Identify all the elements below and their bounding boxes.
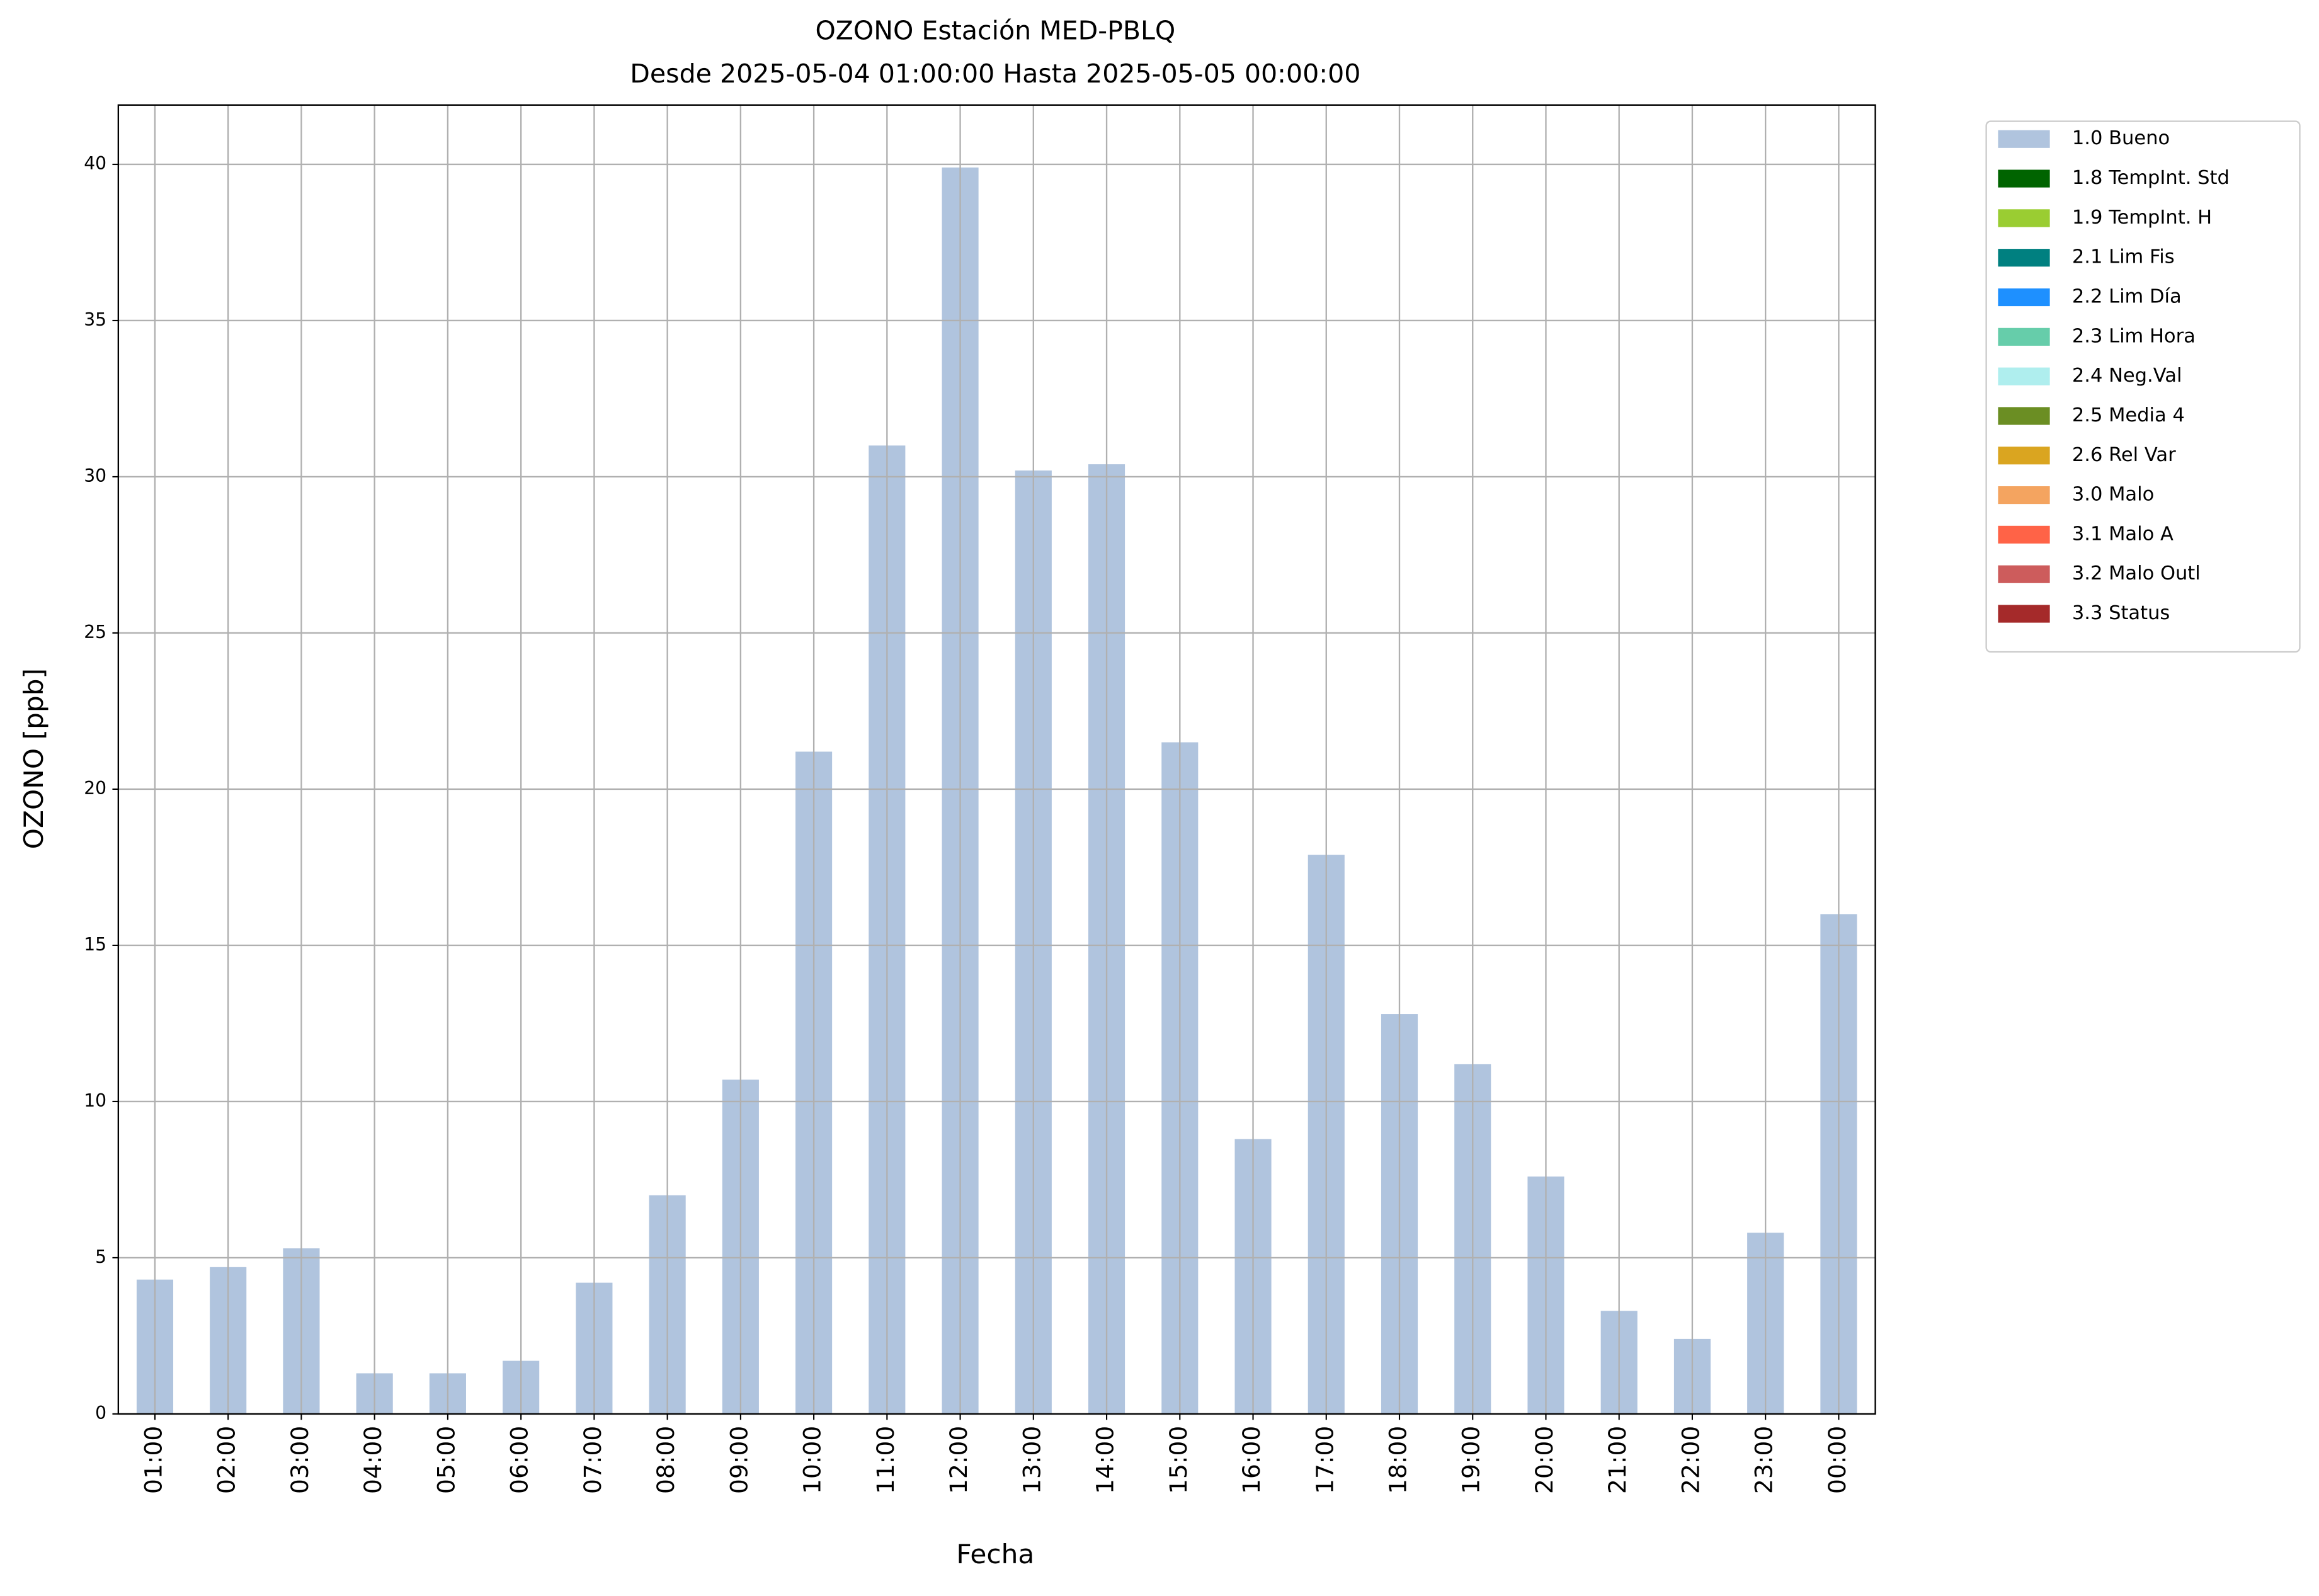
legend-swatch xyxy=(1998,367,2050,385)
legend-swatch xyxy=(1998,407,2050,425)
legend-label: 2.3 Lim Hora xyxy=(2072,325,2196,347)
x-tick-label: 04:00 xyxy=(359,1426,387,1494)
x-tick-label: 07:00 xyxy=(579,1426,607,1494)
x-tick-label: 00:00 xyxy=(1823,1426,1851,1494)
y-axis-label: OZONO [ppb] xyxy=(18,668,49,849)
legend-swatch xyxy=(1998,169,2050,188)
x-tick-label: 15:00 xyxy=(1165,1426,1192,1494)
legend-label: 3.0 Malo xyxy=(2072,484,2154,506)
legend-label: 3.1 Malo A xyxy=(2072,523,2174,545)
legend-label: 1.0 Bueno xyxy=(2072,127,2170,149)
legend-label: 1.8 TempInt. Std xyxy=(2072,167,2230,189)
x-tick-label: 02:00 xyxy=(213,1426,241,1494)
y-tick-label: 0 xyxy=(95,1403,106,1423)
legend-label: 3.3 Status xyxy=(2072,602,2170,624)
legend-label: 1.9 TempInt. H xyxy=(2072,207,2212,229)
legend-label: 2.2 Lim Día xyxy=(2072,286,2182,308)
legend-swatch xyxy=(1998,288,2050,307)
y-tick-label: 15 xyxy=(84,934,106,955)
legend-swatch xyxy=(1998,486,2050,504)
y-tick-label: 5 xyxy=(95,1246,106,1267)
x-tick-label: 05:00 xyxy=(432,1426,460,1494)
legend-swatch xyxy=(1998,130,2050,148)
x-tick-label: 13:00 xyxy=(1018,1426,1046,1494)
legend-swatch xyxy=(1998,565,2050,583)
x-tick-label: 19:00 xyxy=(1457,1426,1485,1494)
legend-label: 2.4 Neg.Val xyxy=(2072,365,2182,387)
legend-swatch xyxy=(1998,447,2050,465)
legend-swatch xyxy=(1998,605,2050,623)
x-tick-label: 18:00 xyxy=(1384,1426,1411,1494)
legend-label: 3.2 Malo Outl xyxy=(2072,562,2201,584)
x-axis-label: Fecha xyxy=(956,1539,1034,1570)
y-tick-label: 35 xyxy=(84,309,106,330)
y-tick-label: 25 xyxy=(84,622,106,642)
y-tick-label: 30 xyxy=(84,465,106,486)
x-tick-label: 03:00 xyxy=(286,1426,314,1494)
legend-box xyxy=(1985,120,2301,653)
y-tick-label: 40 xyxy=(84,153,106,174)
y-tick-label: 10 xyxy=(84,1090,106,1111)
legend-label: 2.1 Lim Fis xyxy=(2072,246,2175,268)
x-tick-label: 23:00 xyxy=(1750,1426,1778,1494)
x-tick-label: 06:00 xyxy=(506,1426,533,1494)
legend-swatch xyxy=(1998,209,2050,227)
x-tick-label: 20:00 xyxy=(1530,1426,1558,1494)
legend-label: 2.6 Rel Var xyxy=(2072,444,2176,466)
x-tick-label: 16:00 xyxy=(1238,1426,1265,1494)
plot-frame xyxy=(117,104,1876,1415)
x-tick-label: 01:00 xyxy=(139,1426,167,1494)
legend-swatch xyxy=(1998,328,2050,346)
legend-swatch xyxy=(1998,249,2050,267)
chart-title: OZONO Estación MED-PBLQ xyxy=(815,16,1175,46)
y-tick-label: 20 xyxy=(84,778,106,799)
x-tick-label: 12:00 xyxy=(945,1426,972,1494)
x-tick-label: 22:00 xyxy=(1677,1426,1704,1494)
x-tick-label: 11:00 xyxy=(872,1426,899,1494)
x-tick-label: 10:00 xyxy=(799,1426,826,1494)
legend-label: 2.5 Media 4 xyxy=(2072,404,2185,426)
x-tick-label: 17:00 xyxy=(1311,1426,1338,1494)
x-tick-label: 09:00 xyxy=(725,1426,753,1494)
x-tick-label: 21:00 xyxy=(1604,1426,1631,1494)
legend-swatch xyxy=(1998,525,2050,544)
chart-subtitle: Desde 2025-05-04 01:00:00 Hasta 2025-05-… xyxy=(630,59,1360,89)
x-tick-label: 08:00 xyxy=(652,1426,680,1494)
x-tick-label: 14:00 xyxy=(1091,1426,1119,1494)
